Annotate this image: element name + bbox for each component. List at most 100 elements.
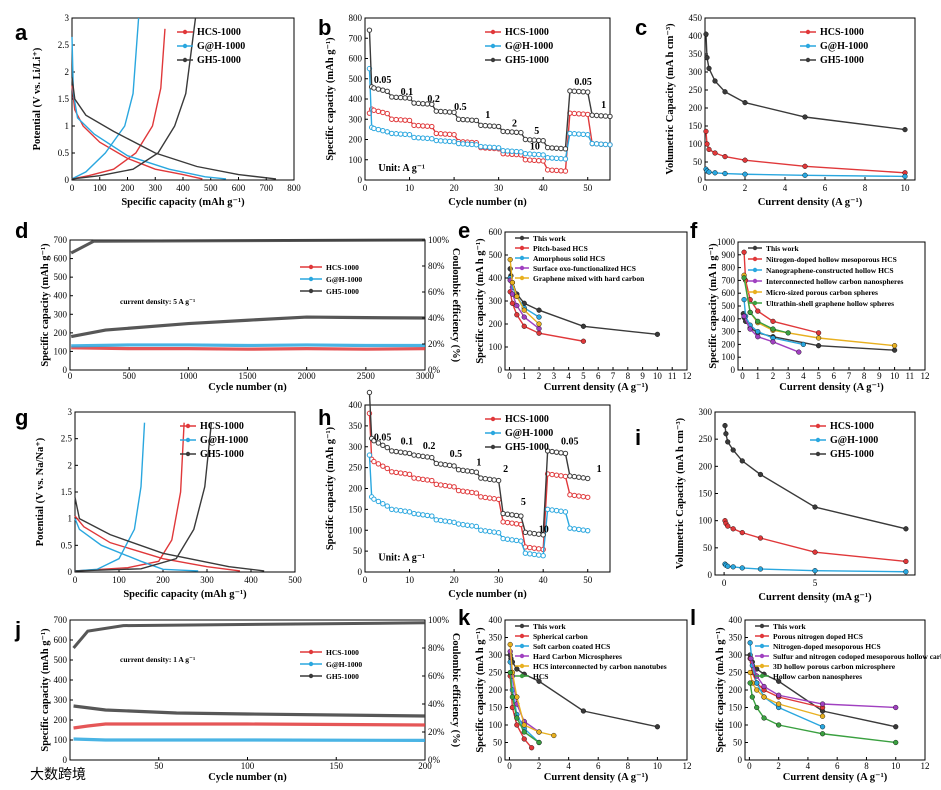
x-tick-label: 800 [287,183,301,193]
y-tick-label: 100 [349,155,363,165]
data-point [748,655,754,662]
data-point [580,708,587,714]
legend-label: Micro-sized porous carbon spheres [766,288,878,297]
data-point [902,127,908,133]
x-tick-label: 8 [864,761,869,771]
data-point [438,517,444,524]
data-point [549,167,555,173]
data-point [802,114,808,120]
series-band [71,346,426,351]
x-tick-label: 8 [863,183,868,193]
data-point [495,477,502,484]
data-point [478,527,484,533]
y-tick-label: 1000 [717,237,736,247]
data-point [433,481,439,488]
rate-annotation: 1 [485,110,490,121]
data-point [540,158,546,164]
data-point [446,131,453,138]
y-tick-label: 50 [353,546,363,556]
data-point [741,249,747,255]
rate-annotation: 5 [534,126,539,137]
y-tick-label: 600 [349,54,363,64]
data-point [393,131,399,137]
data-point [509,129,515,135]
series-line [74,422,213,572]
data-point [704,54,710,61]
data-point [544,506,551,513]
data-point [802,172,808,178]
data-point [375,461,382,467]
data-point [522,150,529,157]
data-point [891,347,898,353]
rate-annotation: 10 [539,524,549,535]
data-point [513,537,520,544]
legend-marker [308,276,314,282]
data-point [553,155,560,162]
annotation: current density: 5 A g⁻¹ [120,297,195,306]
data-point [495,123,502,130]
y-tick-label: 50 [703,543,713,553]
legend-label: HCS interconnected by carbon nanotubes [533,662,667,671]
data-point [770,339,776,345]
data-point [770,318,776,324]
data-point [420,453,426,460]
y-tick-label: 200 [349,484,363,494]
data-point [397,507,404,514]
data-point [504,536,511,542]
data-point [451,519,457,526]
data-point [819,701,826,707]
data-point [469,117,475,123]
data-point [482,144,488,150]
data-point [513,521,520,527]
legend-marker [519,633,525,639]
data-point [411,122,417,129]
series-line [724,520,906,563]
x-tick-label: 10 [901,183,911,193]
rate-annotation: 2 [503,464,508,475]
x-tick-label: 1 [756,371,761,381]
data-point [562,450,569,457]
y2-axis-label: Coulombic efficiency (%) [450,248,461,363]
data-point [504,148,511,154]
data-point [585,89,591,95]
data-point [812,568,818,574]
y-tick-label: 100 [729,720,743,730]
x-axis-label: Current density (A g⁻¹) [779,382,884,393]
legend-label: Ultrathin-shell graphene hollow spheres [766,299,894,308]
data-point [757,535,764,541]
data-point [536,326,542,332]
data-point [549,471,555,478]
y-tick-label: 350 [729,633,743,643]
y-tick-label: 500 [722,301,736,311]
data-point [893,739,899,746]
data-point [562,156,569,162]
legend-marker [490,416,496,422]
series-band [71,343,425,348]
data-point [406,117,413,124]
chart-g: 0 100 200 300 400 500 0 0.5 1 1.5 2 2.5 3 Specific ca… [15,405,302,600]
y2-tick-label: 40% [428,313,445,323]
plot-frame [504,619,688,761]
data-point [712,150,718,156]
data-point [800,341,806,348]
data-point [495,145,502,151]
legend-label: GH5-1000 [326,672,359,681]
data-point [580,493,586,500]
rate-annotation: Unit: A g⁻¹ [378,552,425,563]
x-tick-label: 0 [747,761,752,771]
x-tick-label: 100 [112,575,126,585]
data-point [544,155,551,161]
x-tick-label: 30 [494,183,504,193]
y-tick-label: 200 [722,339,736,349]
data-point [571,88,578,94]
data-point [776,701,782,707]
data-point [513,512,520,519]
y-tick-label: 0 [498,755,503,765]
x-tick-label: 10 [890,371,900,381]
data-point [730,564,736,570]
data-point [571,473,578,480]
data-point [536,729,542,735]
rate-annotation: 0.2 [427,94,440,105]
data-point [504,511,511,517]
data-point [558,145,564,152]
